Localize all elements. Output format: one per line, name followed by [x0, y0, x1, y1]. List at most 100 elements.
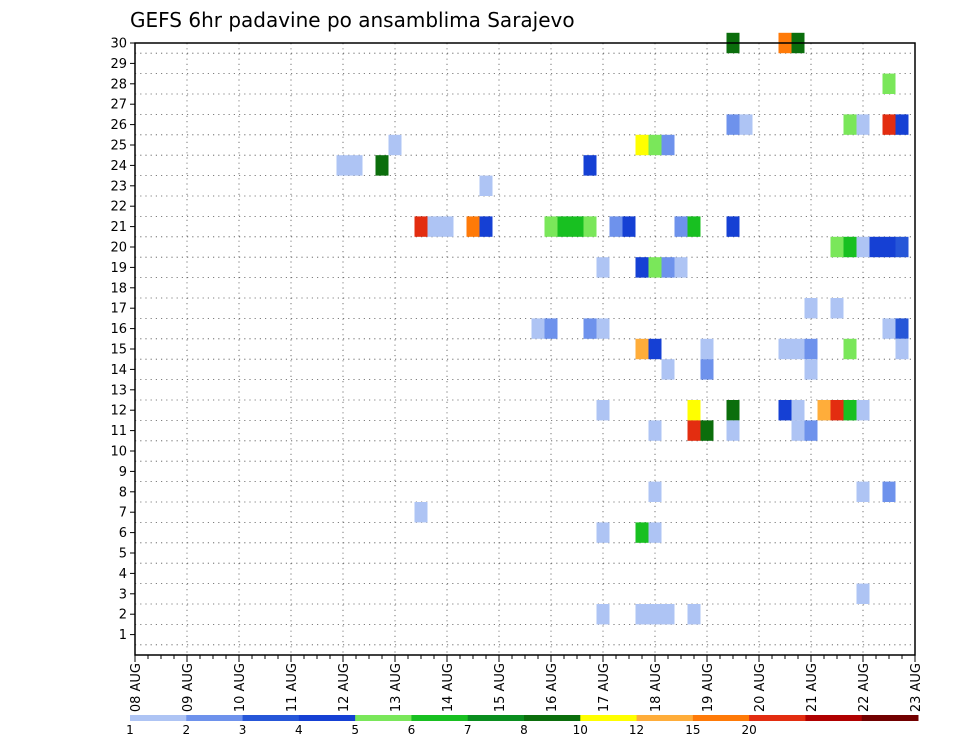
legend-swatch	[805, 715, 863, 721]
precip-cell	[427, 216, 441, 237]
x-tick-label: 10 AUG	[233, 663, 248, 712]
y-tick-label: 16	[110, 322, 127, 337]
precip-cell	[791, 338, 805, 360]
legend-swatch	[298, 715, 356, 721]
precip-cell	[661, 134, 675, 156]
legend-swatch	[355, 715, 412, 721]
precip-cell	[700, 338, 714, 360]
precip-cell	[856, 236, 870, 258]
precip-cell	[479, 175, 493, 196]
precipitation-cells	[336, 32, 909, 625]
legend-label: 2	[182, 723, 190, 737]
precip-cell	[817, 400, 831, 421]
y-tick-label: 7	[119, 506, 127, 521]
legend-swatch	[467, 715, 525, 721]
precip-cell	[895, 338, 909, 360]
precip-cell	[609, 216, 623, 237]
precip-cell	[596, 318, 610, 339]
precip-cell	[856, 114, 870, 135]
precip-cell	[687, 216, 701, 237]
x-tick-label: 11 AUG	[285, 663, 300, 712]
precip-cell	[856, 583, 870, 604]
y-tick-label: 19	[110, 261, 127, 276]
precip-cell	[583, 216, 597, 237]
y-tick-label: 28	[110, 77, 127, 92]
precip-cell	[531, 318, 545, 339]
x-tick-label: 19 AUG	[701, 663, 716, 712]
precip-cell	[830, 400, 844, 421]
precip-cell	[648, 522, 662, 543]
precip-cell	[700, 420, 714, 441]
precip-cell	[778, 338, 792, 360]
legend-swatch	[861, 715, 919, 721]
legend-swatch	[411, 715, 469, 721]
precip-cell	[635, 134, 649, 156]
precip-cell	[778, 400, 792, 421]
precip-cell	[739, 114, 753, 135]
x-axis-ticks: 08 AUG 09 AUG 10 AUG 11 AUG 12 AUG 13 AUG 14 A…	[129, 655, 924, 712]
x-tick-label: 22 AUG	[857, 663, 872, 712]
precip-cell	[882, 318, 896, 339]
precip-cell	[726, 420, 740, 441]
precip-cell	[882, 236, 896, 258]
precip-cell	[661, 257, 675, 278]
precip-cell	[661, 604, 675, 625]
precip-cell	[726, 114, 740, 135]
precip-cell	[895, 236, 909, 258]
precip-cell	[336, 155, 350, 176]
legend-swatch	[242, 715, 300, 721]
y-tick-label: 2	[119, 608, 127, 623]
x-tick-label: 17 AUG	[597, 663, 612, 712]
precip-cell	[414, 502, 428, 523]
legend-label: 8	[520, 723, 528, 737]
y-tick-label: 10	[110, 445, 127, 460]
y-tick-label: 21	[110, 220, 127, 235]
precip-cell	[895, 318, 909, 339]
precip-cell	[557, 216, 571, 237]
precip-cell	[791, 420, 805, 441]
precip-cell	[635, 257, 649, 278]
precip-cell	[687, 400, 701, 421]
y-tick-label: 5	[119, 547, 127, 562]
x-tick-label: 08 AUG	[129, 663, 144, 712]
y-tick-label: 29	[110, 57, 127, 72]
precip-cell	[635, 604, 649, 625]
legend-label: 6	[408, 723, 416, 737]
precip-cell	[804, 359, 818, 380]
precip-cell	[843, 114, 857, 135]
precip-cell	[830, 236, 844, 258]
y-tick-label: 4	[119, 567, 127, 582]
x-tick-label: 23 AUG	[909, 663, 924, 712]
precip-cell	[648, 420, 662, 441]
precip-cell	[791, 400, 805, 421]
y-tick-label: 6	[119, 526, 127, 541]
x-tick-label: 18 AUG	[649, 663, 664, 712]
precip-cell	[804, 298, 818, 319]
legend-label: 15	[685, 723, 700, 737]
legend-label: 12	[629, 723, 644, 737]
precip-cell	[622, 216, 636, 237]
y-tick-label: 12	[110, 404, 127, 419]
precip-cell	[583, 318, 597, 339]
precip-cell	[414, 216, 428, 237]
precip-cell	[882, 73, 896, 94]
legend-swatch	[580, 715, 638, 721]
precip-cell	[726, 400, 740, 421]
y-tick-label: 13	[110, 383, 127, 398]
precip-cell	[583, 155, 597, 176]
precip-cell	[375, 155, 389, 176]
y-tick-label: 20	[110, 241, 127, 256]
legend-label: 5	[351, 723, 359, 737]
y-tick-label: 24	[110, 159, 127, 174]
precip-cell	[843, 236, 857, 258]
legend-swatch	[524, 715, 581, 721]
precip-cell	[479, 216, 493, 237]
precip-cell	[648, 604, 662, 625]
legend-label: 4	[295, 723, 303, 737]
precip-cell	[804, 420, 818, 441]
x-tick-label: 16 AUG	[545, 663, 560, 712]
grid-lines	[135, 43, 916, 655]
precip-cell	[544, 216, 558, 237]
x-tick-label: 13 AUG	[389, 663, 404, 712]
